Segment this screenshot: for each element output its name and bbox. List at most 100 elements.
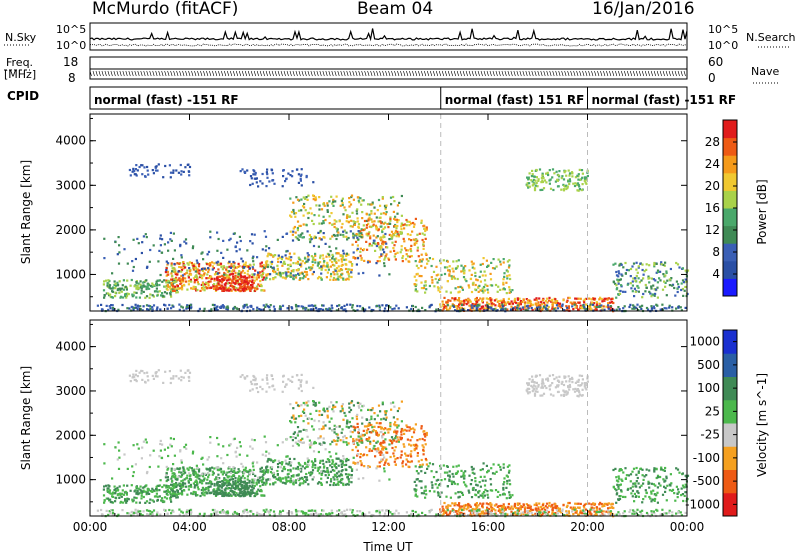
velocity-cell [410, 444, 413, 447]
power-cell [329, 259, 332, 262]
velocity-cell [327, 473, 330, 476]
velocity-cell [193, 486, 196, 489]
power-cell [213, 287, 216, 290]
velocity-cell [283, 468, 287, 471]
power-cell [484, 274, 487, 277]
power-cell [259, 265, 262, 268]
power-cell [394, 218, 397, 221]
power-cell [202, 274, 205, 277]
power-cell [268, 305, 271, 309]
power-cell [574, 297, 577, 300]
velocity-cell [509, 483, 512, 486]
velocity-cell [347, 426, 350, 429]
power-cell [238, 235, 241, 238]
power-cell [464, 265, 467, 268]
velocity-cell [188, 478, 191, 481]
velocity-cell [316, 469, 319, 472]
velocity-cell [144, 501, 147, 504]
power-cell [637, 266, 640, 269]
power-cell [516, 304, 519, 307]
power-cell [329, 237, 332, 240]
power-cell [193, 263, 196, 266]
velocity-cell [234, 493, 237, 496]
velocity-cell [355, 438, 358, 441]
power-cell [451, 304, 454, 307]
velocity-cell [253, 484, 256, 487]
velocity-cell [266, 460, 269, 463]
power-cell [262, 276, 266, 279]
power-cell [422, 287, 426, 290]
power-cell [370, 203, 373, 206]
power-cell [443, 306, 446, 309]
power-cell [322, 304, 325, 307]
power-cell [406, 233, 409, 236]
velocity-cell [248, 485, 251, 488]
power-cell [541, 188, 544, 191]
velocity-cell [124, 490, 127, 493]
power-cell [243, 289, 247, 292]
velocity-cell [145, 490, 148, 493]
power-cell [655, 262, 658, 265]
velocity-cell [298, 463, 301, 466]
velocity-cell [292, 407, 295, 410]
velocity-cell [203, 491, 206, 494]
power-cell [299, 263, 302, 266]
nave-trace-mark [450, 70, 453, 77]
power-cell [409, 222, 413, 225]
velocity-cell [180, 475, 183, 478]
power-cell [238, 277, 241, 281]
power-cell [137, 282, 140, 285]
power-cell [234, 280, 238, 283]
power-cell [230, 273, 233, 276]
power-cell [242, 305, 245, 308]
power-cell [312, 270, 315, 274]
power-cell [563, 171, 566, 174]
power-cell [343, 258, 346, 261]
velocity-cell [371, 408, 374, 411]
power-cell [180, 270, 183, 273]
nave-trace-mark [418, 70, 421, 77]
velocity-cell [370, 417, 373, 421]
velocity-cell [428, 462, 431, 465]
velocity-cell [302, 441, 305, 444]
velocity-cell [243, 477, 246, 480]
velocity-cell [259, 467, 262, 470]
power-cell [227, 278, 230, 281]
velocity-cell [307, 460, 310, 463]
velocity-cell [336, 457, 339, 460]
power-cell [133, 170, 136, 173]
velocity-cell [393, 460, 396, 463]
power-cell [244, 263, 247, 266]
power-cell [485, 297, 488, 300]
freq-tick-left-top: 18 [63, 55, 78, 69]
power-cell [396, 204, 399, 207]
power-cell [572, 182, 575, 185]
power-cell [678, 266, 681, 269]
power-cell [568, 296, 571, 299]
power-cell [259, 280, 262, 283]
power-cell [389, 234, 393, 237]
power-cell [315, 204, 318, 207]
velocity-cell [405, 424, 408, 427]
velocity-cell [303, 462, 307, 465]
power-cell [319, 231, 322, 234]
power-cell [577, 183, 580, 187]
power-cell [382, 212, 385, 215]
velocity-cell [332, 404, 335, 407]
power-cell [500, 309, 503, 312]
power-cell [265, 303, 268, 306]
velocity-cell [309, 412, 312, 415]
power-cell [357, 272, 360, 275]
velocity-cell [321, 459, 324, 462]
velocity-cell [356, 425, 359, 429]
velocity-cell [243, 484, 246, 487]
velocity-cell [198, 468, 201, 471]
power-cell [229, 278, 232, 281]
velocity-cell [295, 401, 298, 404]
power-cell [356, 304, 359, 308]
power-cell [198, 263, 201, 266]
power-cell [292, 274, 295, 277]
power-cell [414, 260, 417, 263]
power-cell [356, 247, 359, 250]
velocity-cell [157, 484, 160, 487]
